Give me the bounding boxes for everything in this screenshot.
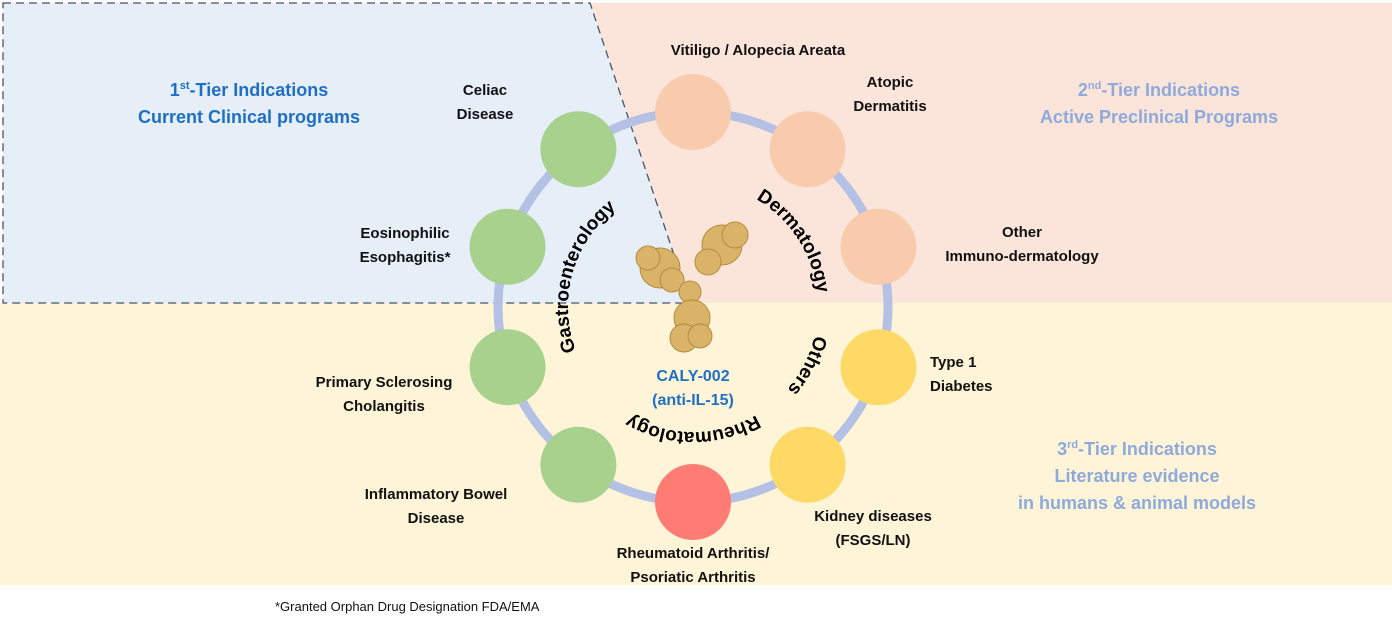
tier3-title: 3rd-Tier Indications bbox=[1057, 439, 1217, 459]
tier2-region bbox=[590, 3, 1392, 303]
tier2-subtitle: Active Preclinical Programs bbox=[1040, 107, 1278, 127]
indication-node-derm bbox=[769, 111, 846, 188]
indication-node-derm bbox=[655, 74, 731, 150]
indication-label: Inflammatory Bowel Disease bbox=[365, 486, 508, 527]
tier1-subtitle: Current Clinical programs bbox=[138, 107, 360, 127]
tier3-subtitle: Literature evidence bbox=[1054, 466, 1219, 486]
indication-node-gastro bbox=[540, 426, 617, 503]
indication-node-gastro bbox=[469, 329, 546, 406]
indication-label: Celiac Disease bbox=[457, 82, 514, 123]
indication-label: Other Immuno-dermatology bbox=[945, 224, 1099, 265]
indication-node-rheum bbox=[655, 464, 731, 540]
indication-label: Primary Sclerosing Cholangitis bbox=[316, 374, 453, 415]
drug-name: CALY-002 bbox=[656, 368, 729, 385]
indication-label: Kidney diseases (FSGS/LN) bbox=[814, 508, 932, 549]
indication-label: Vitiligo / Alopecia Areata bbox=[671, 42, 846, 59]
drug-target: (anti-IL-15) bbox=[652, 392, 734, 409]
indication-label: Atopic Dermatitis bbox=[853, 74, 926, 115]
antibody-illustration bbox=[635, 221, 749, 353]
indication-label: Rheumatoid Arthritis/Psoriatic Arthritis bbox=[617, 545, 771, 586]
tier1-title: 1st-Tier Indications bbox=[170, 80, 329, 100]
tier2-title: 2nd-Tier Indications bbox=[1078, 80, 1240, 100]
indication-node-others bbox=[840, 329, 917, 406]
footnote: *Granted Orphan Drug Designation FDA/EMA bbox=[275, 599, 540, 614]
indication-node-derm bbox=[840, 208, 917, 285]
indication-node-others bbox=[769, 426, 846, 503]
tier3-subtitle-2: in humans & animal models bbox=[1018, 493, 1256, 513]
indication-label: Eosinophilic Esophagitis* bbox=[360, 225, 451, 266]
indication-label: Type 1 Diabetes bbox=[930, 354, 993, 395]
indication-node-gastro bbox=[469, 208, 546, 285]
indication-node-gastro bbox=[540, 111, 617, 188]
